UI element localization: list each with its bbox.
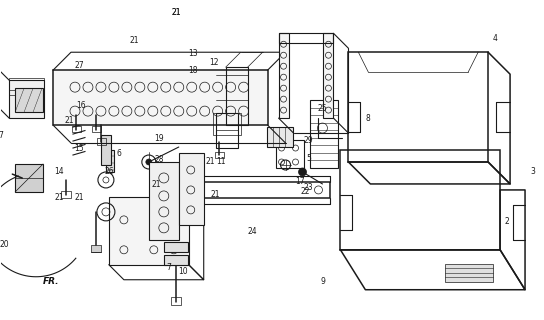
Text: 2: 2 (505, 217, 509, 226)
Bar (15, 88, 43, 112)
Text: 14: 14 (54, 167, 64, 176)
Bar (445, 264, 493, 282)
Bar (53, 70, 268, 125)
Bar (149, 162, 179, 240)
Bar (15, 164, 43, 192)
Text: 8: 8 (366, 114, 371, 123)
Text: 18: 18 (188, 66, 197, 75)
Text: 5: 5 (306, 154, 311, 163)
Text: FR.: FR. (43, 277, 59, 286)
Text: 15: 15 (74, 144, 84, 153)
Bar (226, 67, 248, 125)
Bar (213, 113, 240, 135)
Text: 7: 7 (166, 263, 171, 272)
Text: 11: 11 (216, 157, 225, 166)
Bar (324, 33, 333, 118)
Bar (164, 242, 188, 252)
Text: 21: 21 (129, 36, 139, 45)
Bar (92, 126, 101, 132)
Text: 24: 24 (248, 227, 257, 236)
Bar (72, 126, 81, 132)
Text: 4: 4 (493, 34, 498, 43)
Text: 16: 16 (76, 100, 86, 110)
Text: 12: 12 (209, 58, 219, 67)
Bar (109, 197, 189, 265)
Bar (348, 52, 488, 162)
Bar (106, 150, 114, 172)
Bar (9, 80, 44, 118)
Text: 13: 13 (188, 49, 197, 58)
Bar (276, 140, 304, 168)
Text: 19: 19 (154, 133, 164, 142)
Text: 29: 29 (304, 136, 313, 145)
Bar (61, 191, 71, 198)
Bar (97, 138, 106, 145)
Bar (156, 182, 330, 198)
Bar (101, 135, 111, 165)
Text: 21: 21 (151, 180, 160, 189)
Circle shape (299, 168, 306, 176)
Bar (215, 152, 224, 158)
Bar (9, 78, 44, 90)
Text: 21: 21 (206, 157, 215, 166)
Text: 28: 28 (154, 156, 164, 164)
Text: 21: 21 (54, 193, 64, 203)
Bar (171, 297, 181, 305)
Bar (179, 153, 203, 225)
Text: 7: 7 (0, 131, 4, 140)
Bar (279, 33, 288, 118)
Text: 26: 26 (104, 167, 114, 176)
Text: 3: 3 (530, 167, 535, 176)
Bar (215, 113, 238, 148)
Text: 21: 21 (64, 116, 74, 124)
Text: 21: 21 (171, 8, 181, 17)
Text: 9: 9 (320, 277, 325, 286)
Bar (341, 150, 500, 250)
Text: 27: 27 (74, 61, 84, 70)
Circle shape (146, 159, 152, 165)
Text: 10: 10 (178, 267, 188, 276)
Text: 21: 21 (74, 193, 84, 203)
Text: 22: 22 (301, 188, 310, 196)
Bar (267, 127, 293, 147)
Bar (91, 245, 101, 252)
Bar (311, 100, 338, 168)
Bar (164, 255, 188, 265)
Text: 17: 17 (296, 178, 305, 187)
Text: 25: 25 (318, 104, 327, 113)
Bar (279, 33, 333, 43)
Text: 20: 20 (0, 240, 9, 249)
Text: 21: 21 (211, 190, 220, 199)
Text: 6: 6 (116, 148, 121, 157)
Text: 23: 23 (304, 183, 313, 192)
Text: 21: 21 (171, 8, 181, 17)
